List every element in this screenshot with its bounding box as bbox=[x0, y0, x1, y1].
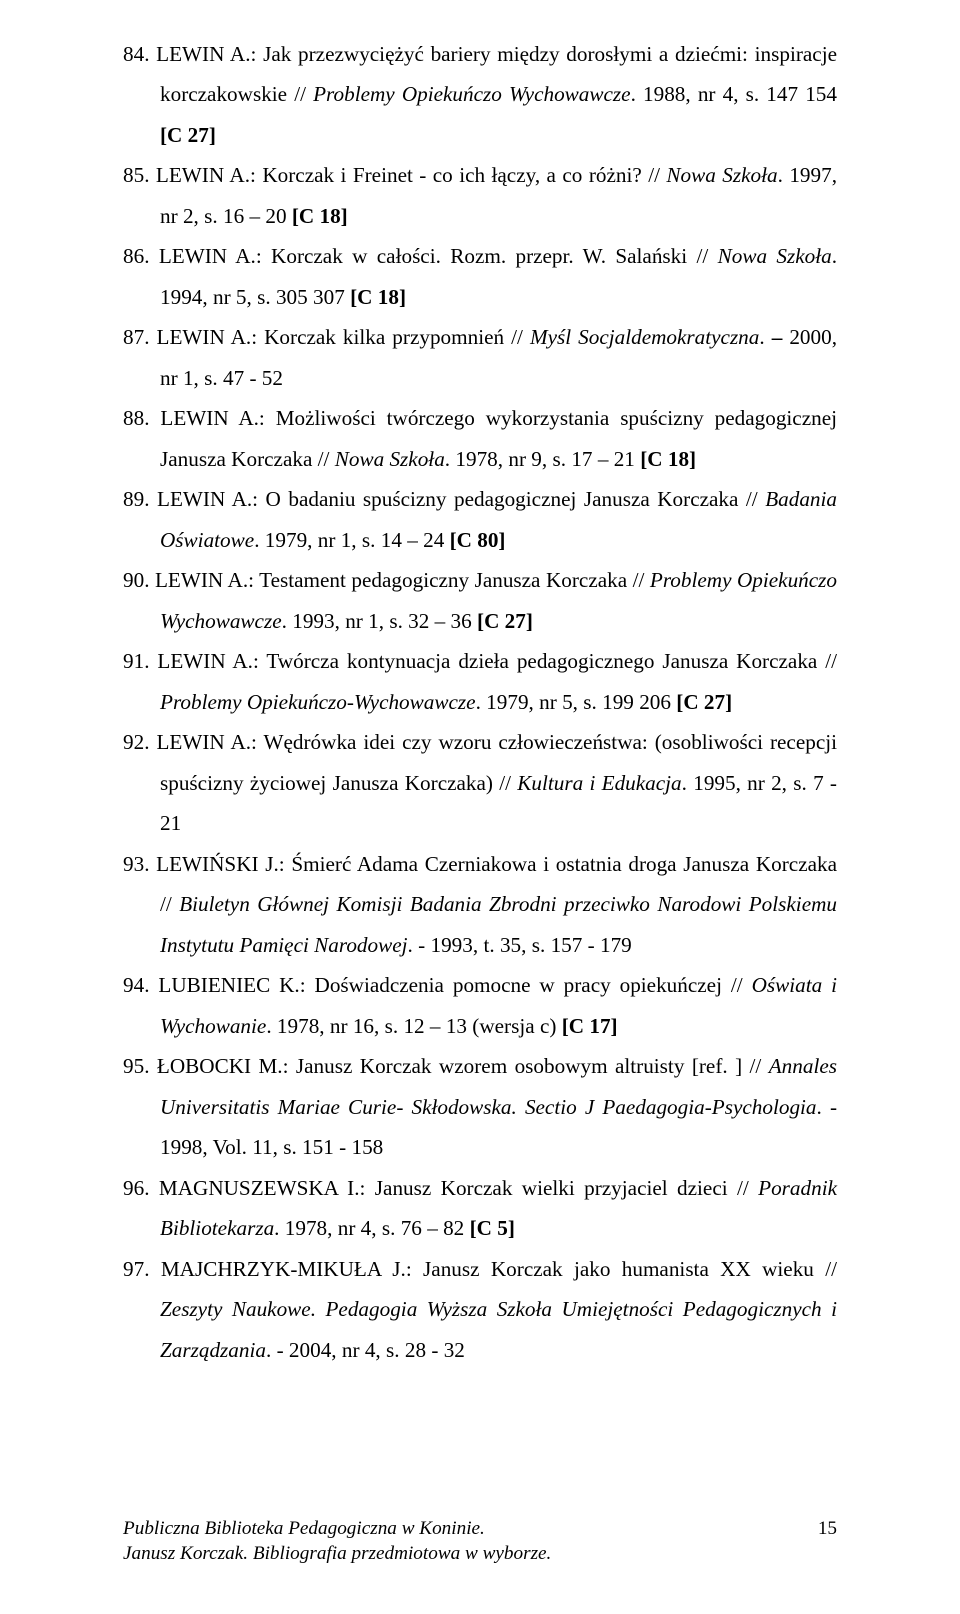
biblio-entry: LEWIN A.: Korczak w całości. Rozm. przep… bbox=[123, 236, 837, 317]
bibliography-list: LEWIN A.: Jak przezwyciężyć bariery międ… bbox=[123, 34, 837, 1370]
biblio-entry: LEWIN A.: Korczak kilka przypomnień // M… bbox=[123, 317, 837, 398]
footer-page-number: 15 bbox=[818, 1516, 837, 1541]
biblio-entry: LEWIN A.: Twórcza kontynuacja dzieła ped… bbox=[123, 641, 837, 722]
biblio-entry: ŁOBOCKI M.: Janusz Korczak wzorem osobow… bbox=[123, 1046, 837, 1167]
footer-line-2: Janusz Korczak. Bibliografia przedmiotow… bbox=[123, 1543, 551, 1564]
page-container: LEWIN A.: Jak przezwyciężyć bariery międ… bbox=[0, 0, 960, 1614]
biblio-entry: LEWIN A.: Testament pedagogiczny Janusza… bbox=[123, 560, 837, 641]
page-footer: Publiczna Biblioteka Pedagogiczna w Koni… bbox=[123, 1516, 837, 1572]
biblio-entry: LUBIENIEC K.: Doświadczenia pomocne w pr… bbox=[123, 965, 837, 1046]
biblio-entry: LEWIN A.: Wędrówka idei czy wzoru człowi… bbox=[123, 722, 837, 843]
biblio-entry: LEWIN A.: Korczak i Freinet - co ich łąc… bbox=[123, 155, 837, 236]
footer-line-1: Publiczna Biblioteka Pedagogiczna w Koni… bbox=[123, 1518, 485, 1539]
biblio-entry: LEWIN A.: Jak przezwyciężyć bariery międ… bbox=[123, 34, 837, 155]
biblio-entry: LEWIN A.: O badaniu spuścizny pedagogicz… bbox=[123, 479, 837, 560]
biblio-entry: LEWIŃSKI J.: Śmierć Adama Czerniakowa i … bbox=[123, 844, 837, 965]
biblio-entry: MAGNUSZEWSKA I.: Janusz Korczak wielki p… bbox=[123, 1168, 837, 1249]
footer-credits: Publiczna Biblioteka Pedagogiczna w Koni… bbox=[123, 1516, 551, 1567]
biblio-entry: LEWIN A.: Możliwości twórczego wykorzyst… bbox=[123, 398, 837, 479]
biblio-entry: MAJCHRZYK-MIKUŁA J.: Janusz Korczak jako… bbox=[123, 1249, 837, 1370]
